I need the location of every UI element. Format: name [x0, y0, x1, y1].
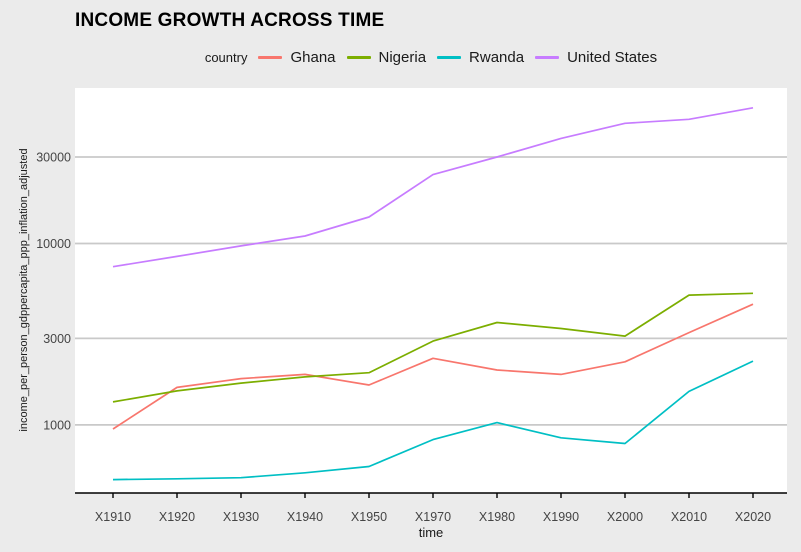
legend-label: Ghana — [290, 48, 336, 66]
x-tick-label: X1990 — [543, 510, 579, 524]
series-line-ghana — [112, 303, 754, 430]
y-tick-label: 30000 — [36, 151, 71, 165]
legend-label: Nigeria — [378, 48, 427, 66]
x-tick-label: X1910 — [95, 510, 131, 524]
x-tick-label: X1970 — [415, 510, 451, 524]
legend-line-swatch-nigeria — [346, 55, 371, 59]
legend-line-swatch-ghana — [258, 55, 283, 59]
legend-item-ghana: Ghana — [258, 48, 336, 66]
legend-label: United States — [567, 48, 658, 66]
chart-title: INCOME GROWTH ACROSS TIME — [75, 10, 385, 31]
x-tick-label: X1940 — [287, 510, 323, 524]
series-line-nigeria — [112, 292, 754, 403]
x-tick-label: X2010 — [671, 510, 707, 524]
legend-line-swatch-united-states — [535, 55, 560, 59]
x-tick-label: X2020 — [735, 510, 771, 524]
x-tick-label: X1950 — [351, 510, 387, 524]
legend-label: Rwanda — [469, 48, 525, 66]
legend-item-rwanda: Rwanda — [437, 49, 524, 66]
x-tick-label: X1920 — [159, 510, 195, 524]
series-line-united-states — [112, 106, 754, 268]
series-line-rwanda — [112, 360, 754, 481]
y-tick-label: 3000 — [43, 332, 71, 346]
x-tick-label: X1980 — [479, 510, 515, 524]
legend-item-united-states: United States — [535, 49, 657, 66]
legend: country Ghana Nigeria Rwanda United States — [75, 45, 787, 69]
legend-line-swatch-rwanda — [437, 55, 462, 59]
legend-title: country — [204, 49, 248, 65]
y-tick-label: 10000 — [36, 237, 71, 251]
x-tick-label: X2000 — [607, 510, 643, 524]
legend-items: Ghana Nigeria Rwanda United States — [258, 49, 657, 66]
x-tick-label: X1930 — [223, 510, 259, 524]
plot-panel — [75, 88, 787, 493]
x-axis-title: time — [419, 525, 444, 540]
y-tick-label: 1000 — [43, 418, 71, 432]
legend-item-nigeria: Nigeria — [346, 48, 427, 66]
